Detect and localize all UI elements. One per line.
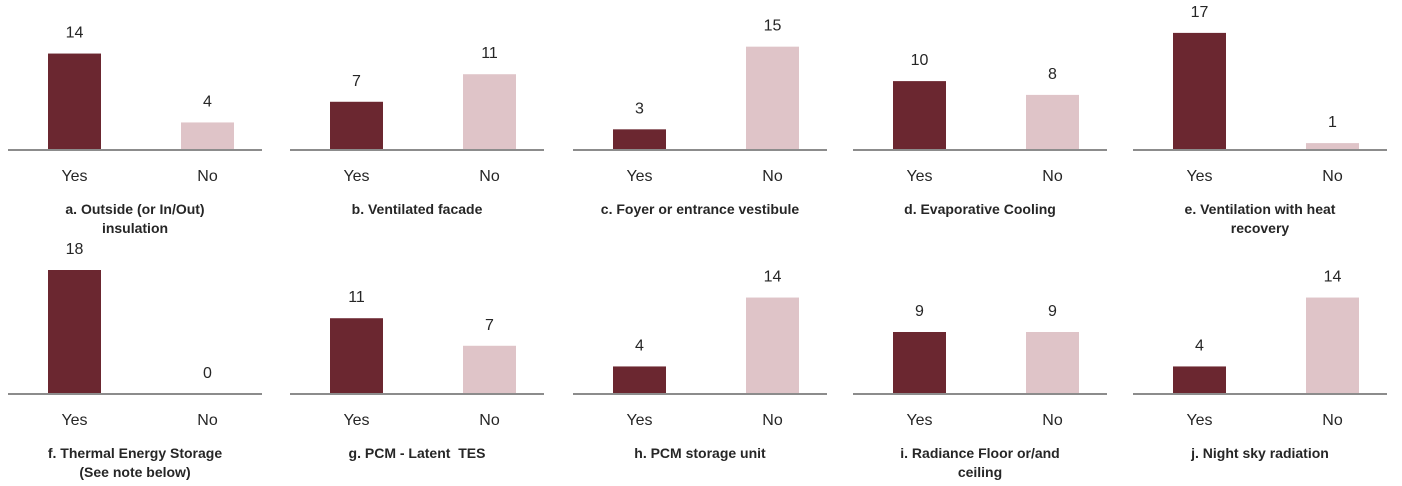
bar-no: [1026, 332, 1079, 394]
chart-panel-g: 11 Yes 7 No g. PCM - Latent TES: [290, 289, 544, 461]
bar-no: [1306, 297, 1359, 394]
chart-panel-h: 4 Yes 14 No h. PCM storage unit: [573, 269, 827, 461]
value-label-yes: 4: [635, 337, 644, 354]
bar-no: [463, 74, 516, 150]
category-label-no: No: [762, 168, 783, 185]
value-label-no: 0: [203, 365, 212, 382]
value-label-no: 14: [764, 269, 782, 286]
chart-caption: g. PCM - Latent TES: [349, 445, 486, 461]
value-label-no: 1: [1328, 114, 1337, 131]
chart-panel-c: 3 Yes 15 No c. Foyer or entrance vestibule: [573, 18, 827, 217]
chart-panel-d: 10 Yes 8 No d. Evaporative Cooling: [853, 52, 1107, 217]
value-label-no: 15: [764, 18, 782, 35]
category-label-yes: Yes: [626, 168, 652, 185]
category-label-yes: Yes: [1186, 412, 1212, 429]
chart-panel-f: 18 Yes 0 No f. Thermal Energy Storage (See no…: [8, 241, 262, 480]
bar-yes: [1173, 366, 1226, 394]
value-label-no: 7: [485, 317, 494, 334]
chart-panel-i: 9 Yes 9 No i. Radiance Floor or/and ceiling: [853, 303, 1107, 480]
category-label-yes: Yes: [906, 412, 932, 429]
value-label-no: 8: [1048, 66, 1057, 83]
chart-caption: e. Ventilation with heat: [1185, 201, 1336, 217]
category-label-yes: Yes: [61, 412, 87, 429]
chart-caption: a. Outside (or In/Out): [65, 201, 204, 217]
category-label-yes: Yes: [343, 412, 369, 429]
bar-yes: [330, 318, 383, 394]
chart-caption: b. Ventilated facade: [352, 201, 483, 217]
category-label-no: No: [479, 168, 500, 185]
value-label-yes: 4: [1195, 337, 1204, 354]
value-label-yes: 14: [66, 25, 84, 42]
chart-panel-a: 14 Yes 4 No a. Outside (or In/Out) insulation: [8, 25, 262, 236]
bar-yes: [330, 101, 383, 150]
category-label-no: No: [762, 412, 783, 429]
chart-caption: recovery: [1231, 220, 1290, 236]
value-label-yes: 11: [348, 289, 365, 306]
category-label-no: No: [479, 412, 500, 429]
chart-panel-b: 7 Yes 11 No b. Ventilated facade: [290, 45, 544, 217]
bar-yes: [48, 270, 101, 394]
chart-caption: (See note below): [79, 464, 190, 480]
category-label-no: No: [197, 168, 218, 185]
category-label-no: No: [1322, 168, 1343, 185]
bar-yes: [893, 81, 946, 150]
chart-panel-j: 4 Yes 14 No j. Night sky radiation: [1133, 269, 1387, 461]
value-label-no: 4: [203, 93, 212, 110]
bar-yes: [1173, 32, 1226, 150]
category-label-no: No: [197, 412, 218, 429]
chart-caption: d. Evaporative Cooling: [904, 201, 1056, 217]
value-label-yes: 9: [915, 303, 924, 320]
category-label-no: No: [1322, 412, 1343, 429]
bar-yes: [893, 332, 946, 394]
value-label-no: 9: [1048, 303, 1057, 320]
category-label-yes: Yes: [343, 168, 369, 185]
bar-no: [463, 345, 516, 394]
bar-yes: [613, 129, 666, 150]
value-label-yes: 17: [1191, 4, 1209, 21]
bar-no: [746, 297, 799, 394]
chart-caption: c. Foyer or entrance vestibule: [601, 201, 800, 217]
bar-no: [746, 46, 799, 150]
chart-caption: insulation: [102, 220, 168, 236]
category-label-yes: Yes: [61, 168, 87, 185]
category-label-no: No: [1042, 412, 1063, 429]
chart-caption: j. Night sky radiation: [1190, 445, 1329, 461]
category-label-yes: Yes: [1186, 168, 1212, 185]
chart-caption: i. Radiance Floor or/and: [900, 445, 1059, 461]
bar-no: [181, 122, 234, 150]
chart-caption: ceiling: [958, 464, 1002, 480]
bar-yes: [613, 366, 666, 394]
value-label-yes: 18: [66, 241, 84, 258]
value-label-no: 11: [481, 45, 498, 62]
value-label-yes: 10: [911, 52, 929, 69]
chart-panel-e: 17 Yes 1 No e. Ventilation with heat recovery: [1133, 4, 1387, 236]
value-label-no: 14: [1324, 269, 1342, 286]
bar-no: [1306, 143, 1359, 150]
value-label-yes: 7: [352, 73, 361, 90]
chart-caption: h. PCM storage unit: [634, 445, 766, 461]
bar-no: [1026, 94, 1079, 150]
bar-yes: [48, 53, 101, 150]
chart-caption: f. Thermal Energy Storage: [48, 445, 222, 461]
value-label-yes: 3: [635, 100, 644, 117]
category-label-yes: Yes: [906, 168, 932, 185]
category-label-yes: Yes: [626, 412, 652, 429]
category-label-no: No: [1042, 168, 1063, 185]
